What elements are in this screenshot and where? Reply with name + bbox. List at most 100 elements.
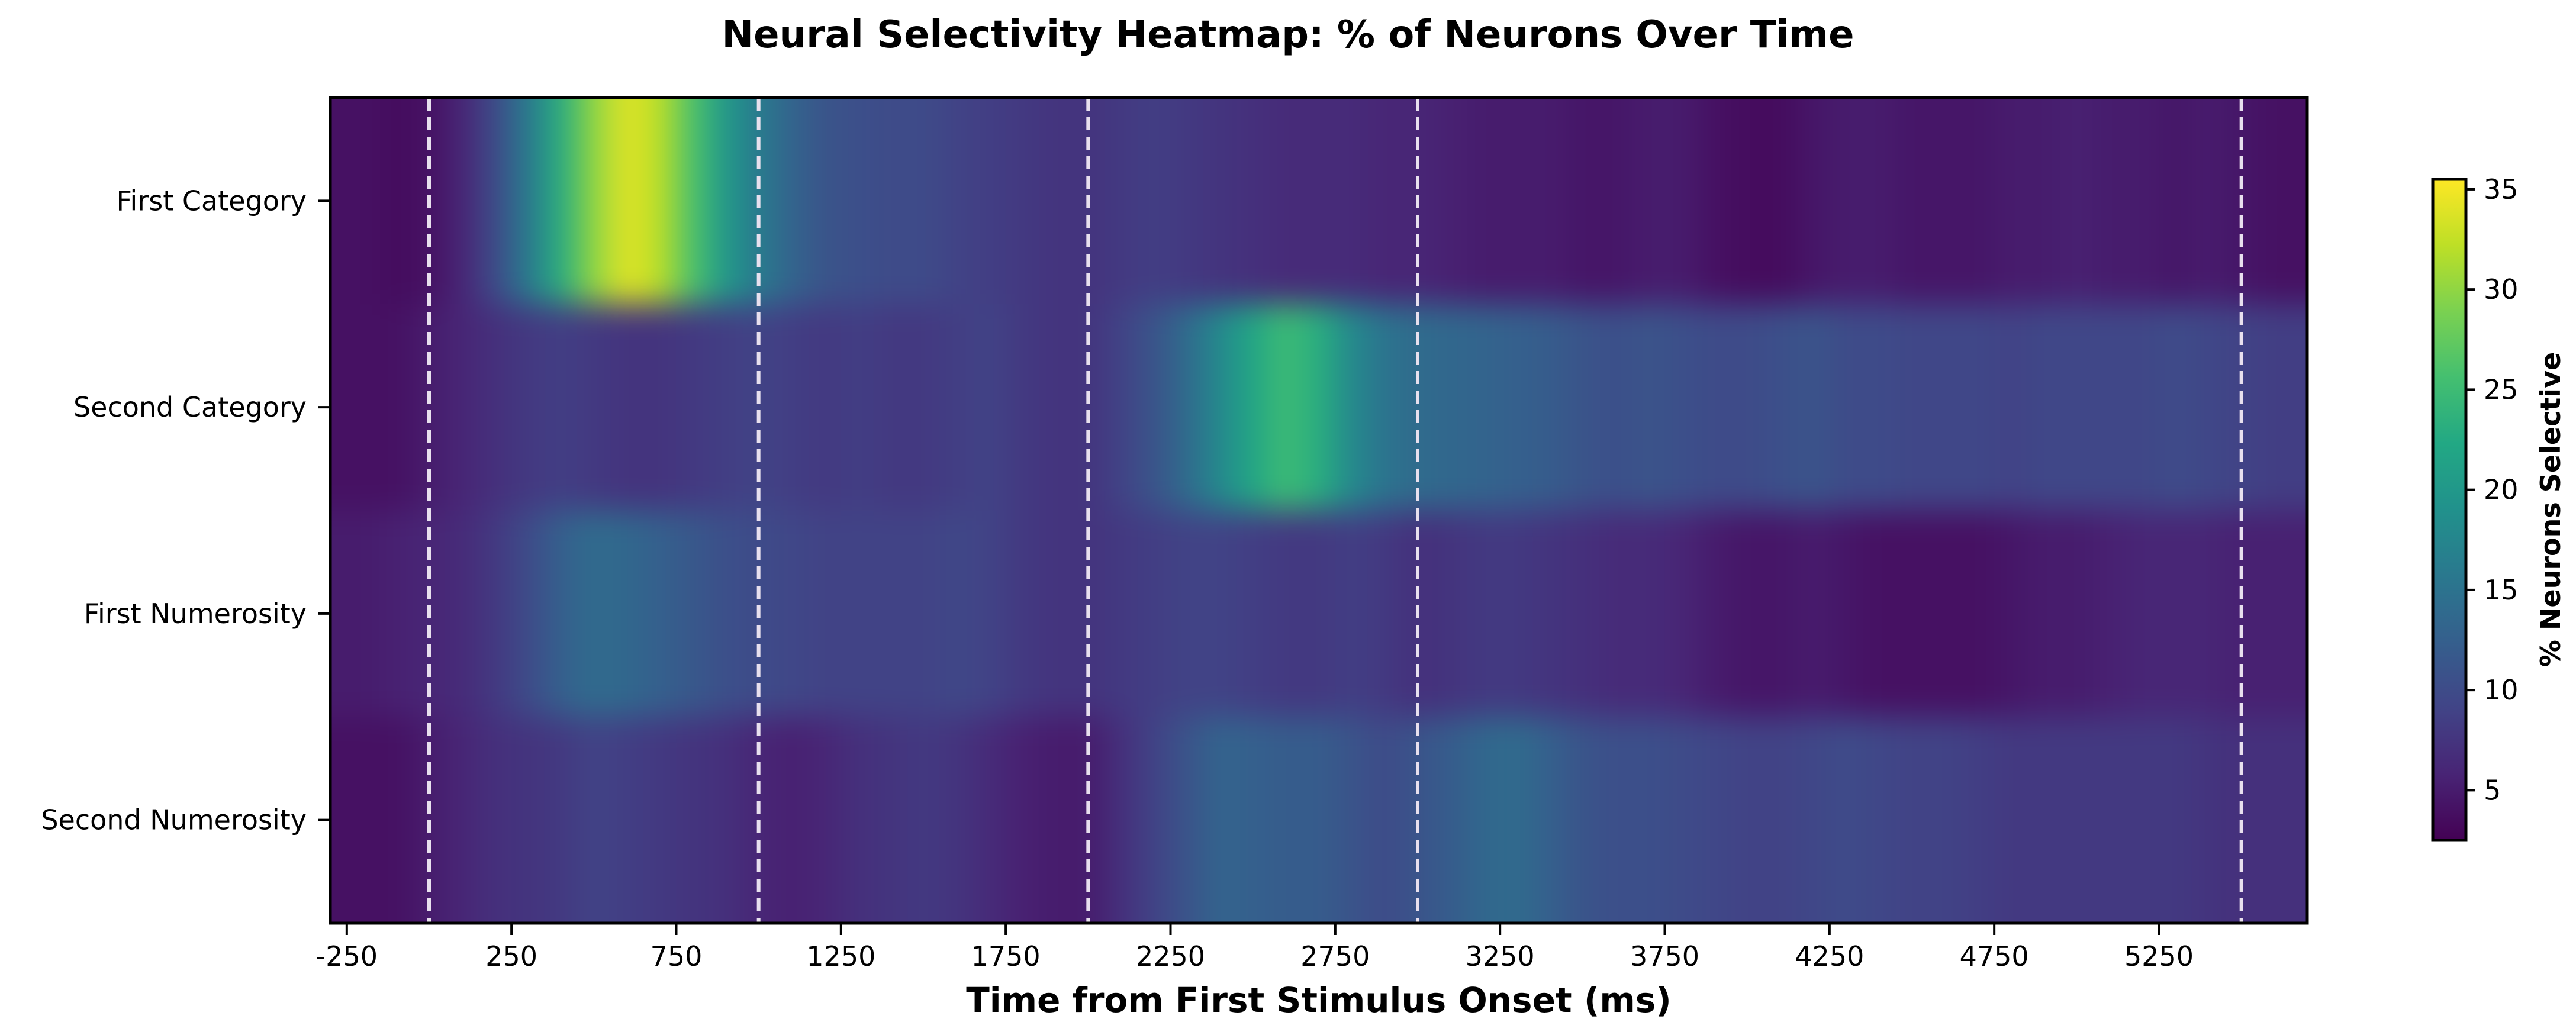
heatmap-cell [939,510,974,718]
heatmap-cell [1302,98,1336,305]
heatmap-cell [1895,98,1929,305]
heatmap-cell [1730,510,1764,718]
heatmap-cell [1434,304,1468,511]
heatmap-cell [1829,510,1863,718]
heatmap-cell [2159,304,2192,511]
heatmap-cell [1532,98,1567,305]
heatmap-cell [709,717,743,923]
heatmap-cell [1137,510,1171,718]
heatmap-cell [676,304,710,511]
heatmap-cell [1895,510,1929,718]
x-tick-label: 3750 [1630,940,1699,972]
heatmap-cell [1664,717,1698,923]
heatmap-cell [709,304,743,511]
heatmap-cell [1730,717,1764,923]
event-markers [427,98,2243,923]
heatmap-cell [841,717,875,923]
heatmap-cell [1928,717,1962,923]
heatmap-cell [1566,717,1599,923]
heatmap-cell [2060,717,2094,923]
plot-frame [329,96,2309,925]
heatmap-cell [808,304,842,511]
heatmap-cell [1862,717,1896,923]
heatmap-cell [330,510,347,718]
heatmap-cell [1368,98,1402,305]
heatmap-cell [445,510,479,718]
heatmap-cell [973,98,1006,305]
heatmap-cell [2258,717,2291,923]
heatmap-cell [544,510,578,718]
heatmap-cell [1532,510,1567,718]
heatmap-cell [610,98,644,305]
y-tick-label: First Numerosity [84,598,307,630]
heatmap-cell [1170,717,1204,923]
heatmap-cell [1566,510,1599,718]
heatmap-cell [1236,510,1270,718]
heatmap-cell [1434,717,1468,923]
heatmap-cell [1335,304,1369,511]
colorbar-gradient [2433,179,2466,840]
heatmap-cell [709,98,743,305]
heatmap-cell [1105,304,1138,511]
heatmap-cell [1631,510,1666,718]
heatmap-cell [1566,304,1599,511]
heatmap-cell [939,717,974,923]
heatmap-cell [709,510,743,718]
x-tick-label: 5250 [2124,940,2194,972]
heatmap-cell [1006,510,1039,718]
heatmap-cell [478,510,512,718]
heatmap-cell [1038,98,1073,305]
heatmap-cell [1631,304,1666,511]
heatmap-cell [1302,510,1336,718]
heatmap-cell [330,717,347,923]
heatmap-cells [330,98,2307,923]
heatmap-cell [1269,304,1303,511]
heatmap-cell [379,304,413,511]
heatmap-cell [874,98,907,305]
heatmap-cell [2258,510,2291,718]
heatmap-cell [1105,98,1138,305]
heatmap-cell [1006,717,1039,923]
x-tick-label: 250 [485,940,537,972]
heatmap-cell [346,510,381,718]
heatmap-cell [1961,304,1995,511]
heatmap-cell [346,717,381,923]
x-tick-label: 2750 [1300,940,1370,972]
heatmap-cell [1368,304,1402,511]
heatmap-cell [1038,304,1073,511]
heatmap-cell [346,98,381,305]
heatmap-cell [676,717,710,923]
heatmap-cell [1170,304,1204,511]
heatmap-cell [1038,510,1073,718]
colorbar-tick-label: 30 [2484,273,2519,305]
heatmap-cell [1664,510,1698,718]
heatmap-cell [1599,717,1632,923]
heatmap-cell [1269,98,1303,305]
heatmap-cell [1796,510,1830,718]
colorbar-tick-label: 35 [2484,173,2519,205]
heatmap-cell [577,98,611,305]
heatmap-cell [1566,98,1599,305]
heatmap-cell [1599,510,1632,718]
heatmap-cell [1006,304,1039,511]
heatmap-cell [2159,510,2192,718]
heatmap-cell [907,717,941,923]
heatmap-cell [2258,98,2291,305]
heatmap-cell [2093,510,2127,718]
heatmap-cell [511,510,545,718]
heatmap-cell [1368,510,1402,718]
heatmap-cell [2291,510,2307,718]
heatmap-cell [1961,717,1995,923]
heatmap-cell [1763,510,1797,718]
heatmap-cell [1302,304,1336,511]
heatmap-cell [775,717,809,923]
heatmap-cell [1796,98,1830,305]
heatmap-cell [775,510,809,718]
heatmap-cell [330,98,347,305]
heatmap-cell [1170,510,1204,718]
heatmap-cell [1236,717,1270,923]
heatmap-cell [841,304,875,511]
colorbar-tick-label: 5 [2484,774,2501,806]
heatmap-cell [1961,98,1995,305]
x-axis-label: Time from First Stimulus Onset (ms) [966,980,1672,1020]
